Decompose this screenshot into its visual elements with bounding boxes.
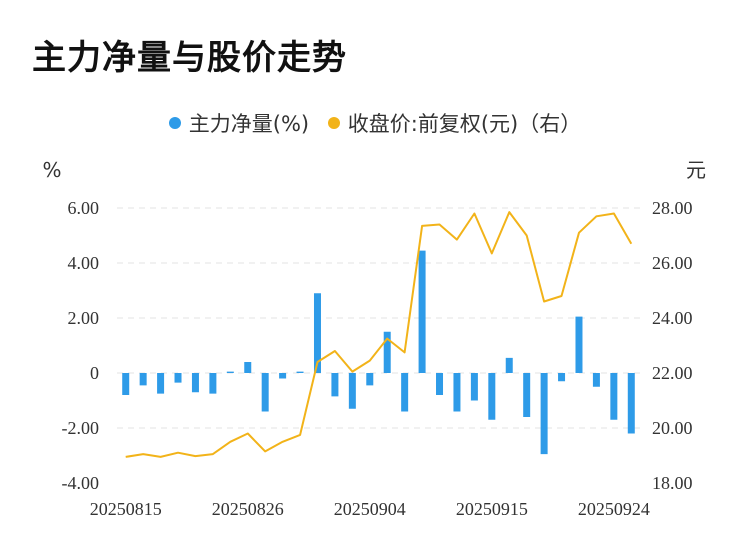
right-tick-label: 28.00	[652, 198, 693, 218]
bar	[209, 373, 217, 394]
bar	[488, 373, 496, 420]
right-tick-label: 22.00	[652, 363, 693, 383]
bar	[348, 373, 356, 409]
legend-item-bar[interactable]: 主力净量(%)	[168, 108, 310, 138]
legend-dot-line	[327, 117, 340, 129]
bar	[191, 373, 199, 393]
legend-dot-bar	[168, 117, 181, 129]
bar	[226, 371, 234, 373]
left-tick-label: 0	[90, 363, 99, 383]
right-tick-label: 26.00	[652, 253, 693, 273]
bar	[592, 373, 600, 387]
bar	[436, 373, 444, 395]
bar	[157, 373, 165, 394]
x-axis-ticks: 20250815 20250826 20250904 20250915 20250924	[90, 499, 650, 519]
left-tick-label: 6.00	[68, 198, 100, 218]
bar-series	[122, 250, 635, 455]
legend: 主力净量(%) 收盘价:前复权(元)（右）	[0, 108, 750, 138]
chart-title: 主力净量与股价走势	[32, 38, 347, 78]
bar	[279, 373, 287, 379]
bar	[470, 373, 478, 401]
bar	[401, 373, 409, 412]
left-axis-unit: %	[42, 158, 61, 182]
right-tick-label: 24.00	[652, 308, 693, 328]
bar	[174, 373, 182, 383]
left-tick-label: -4.00	[62, 473, 100, 493]
x-tick-label: 20250915	[456, 499, 528, 519]
bar	[331, 373, 339, 397]
right-tick-label: 18.00	[652, 473, 693, 493]
price-line	[125, 211, 633, 458]
left-tick-label: -2.00	[62, 418, 100, 438]
x-tick-label: 20250815	[90, 499, 162, 519]
legend-label-bar: 主力净量(%)	[188, 112, 310, 136]
right-axis-ticks: 28.00 26.00 24.00 22.00 20.00 18.00	[652, 198, 693, 493]
bar	[383, 331, 391, 373]
bar	[610, 373, 618, 420]
bar	[139, 373, 147, 386]
bar	[418, 250, 426, 373]
bar	[523, 373, 531, 417]
legend-label-line: 收盘价:前复权(元)（右）	[347, 112, 582, 136]
bar	[244, 362, 252, 373]
line-series	[125, 211, 633, 458]
bar	[261, 373, 269, 412]
x-tick-label: 20250904	[334, 499, 406, 519]
bar	[122, 373, 130, 395]
right-axis-unit: 元	[686, 158, 706, 182]
legend-item-line[interactable]: 收盘价:前复权(元)（右）	[327, 108, 582, 138]
left-axis-ticks: 6.00 4.00 2.00 0 -2.00 -4.00	[62, 198, 100, 493]
bar	[313, 293, 321, 373]
bar	[366, 373, 374, 386]
bar	[575, 316, 583, 373]
bar	[558, 373, 566, 382]
bar	[505, 357, 513, 373]
bar	[540, 373, 548, 455]
right-tick-label: 20.00	[652, 418, 693, 438]
left-tick-label: 2.00	[68, 308, 100, 328]
left-tick-label: 4.00	[68, 253, 100, 273]
x-tick-label: 20250826	[212, 499, 284, 519]
x-tick-label: 20250924	[578, 499, 650, 519]
bar	[296, 371, 304, 373]
bar	[453, 373, 461, 412]
bar	[627, 373, 635, 434]
gridlines	[117, 207, 640, 429]
